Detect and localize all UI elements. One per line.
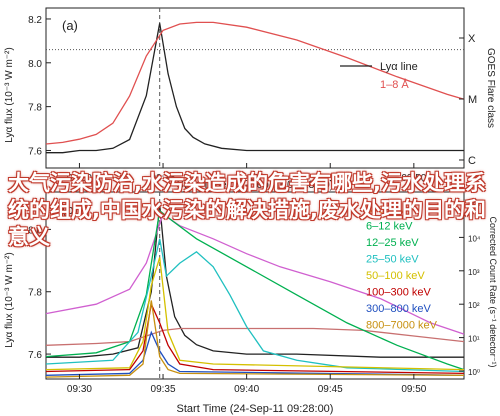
- a-rtick-label: X: [468, 33, 476, 45]
- panel-b-xlabel: Start Time (24-Sep-11 09:28:00): [177, 403, 334, 415]
- a-series-line: [45, 21, 465, 145]
- b-series-line: [45, 238, 465, 373]
- b-ytick-label: 7.6: [28, 350, 42, 361]
- legend-b-label: 300–800 keV: [366, 303, 431, 315]
- a-series-line: [46, 23, 464, 154]
- panel-a-xlabel: Start Time (24-Sep-11 09:28:00): [177, 179, 334, 191]
- b-rtick-label: 10²: [468, 301, 480, 310]
- legend-b-label: 6–12 keV: [366, 221, 413, 233]
- legend-a-label-lya: Lyα line: [380, 61, 418, 73]
- b-series-line: [45, 257, 465, 371]
- b-rtick-label: 10³: [468, 268, 480, 277]
- b-xtick-label: 09:50: [401, 384, 426, 395]
- panel-a: 09:30 09:35 09:40 09:45 09:50 7.6 7.8 8.0 8.2 C M X…: [4, 7, 496, 191]
- panel-a-ylabel: Lyα flux (10⁻³ W m⁻²): [4, 47, 15, 142]
- b-series-line: [45, 213, 465, 335]
- a-xtick-label: 09:50: [401, 173, 426, 184]
- b-series-line: [45, 300, 465, 378]
- b-series-line: [45, 327, 465, 346]
- panel-b-legend: 3–6 keV 6–12 keV 12–25 keV 25–50 keV 50–100 …: [366, 204, 438, 332]
- a-ytick-label: 8.0: [28, 59, 42, 70]
- a-ytick-label: 8.2: [28, 15, 42, 26]
- panel-b-ylabel: Lyα flux (10⁻³ W m⁻²): [4, 252, 15, 347]
- b-ytick-label: 7.8: [28, 288, 42, 299]
- legend-b-label: 12–25 keV: [366, 237, 419, 249]
- b-xtick-label: 09:40: [234, 384, 259, 395]
- legend-b-label: 25–50 keV: [366, 254, 419, 266]
- a-ytick-label: 7.6: [28, 146, 42, 157]
- b-series-line: [45, 330, 465, 376]
- panel-a-ylabel-right: GOES Flare class: [485, 48, 496, 128]
- b-ytick-label: 8.0: [28, 225, 42, 236]
- panel-a-frame: [45, 7, 465, 169]
- a-xtick-label: 09:35: [151, 173, 176, 184]
- b-rtick-label: 10⁴: [468, 234, 481, 243]
- b-xtick-label: 09:30: [67, 384, 92, 395]
- b-xtick-label: 09:45: [318, 384, 343, 395]
- a-rtick-label: M: [468, 94, 477, 106]
- panel-a-label: (a): [62, 18, 78, 33]
- panel-b: 09:30 09:35 09:40 09:45 09:50 7.6 7.8 8.0 10⁰ 10¹…: [4, 191, 498, 415]
- panel-b-label: (b): [62, 202, 78, 217]
- legend-b-label: 100–300 keV: [366, 287, 431, 299]
- a-xtick-label: 09:30: [67, 173, 92, 184]
- panel-b-ylabel-right: Corrected Count Rate (s⁻¹ detector⁻¹): [488, 216, 498, 367]
- a-ytick-label: 7.8: [28, 103, 42, 114]
- b-series-line: [45, 302, 465, 375]
- legend-a-label-goes: 1–8 Å: [380, 78, 409, 91]
- b-rtick-label: 10⁰: [468, 368, 480, 377]
- b-xtick-label: 09:35: [151, 384, 176, 395]
- legend-b-label: 800–7000 keV: [366, 320, 438, 332]
- a-rtick-label: C: [468, 155, 476, 167]
- b-series-line: [46, 204, 464, 358]
- b-rtick-label: 10¹: [468, 335, 480, 344]
- panel-b-frame: [45, 191, 465, 380]
- b-rtick-label: 10⁵: [468, 201, 480, 210]
- a-xtick-label: 09:40: [234, 173, 259, 184]
- legend-b-label: 50–100 keV: [366, 270, 425, 282]
- a-xtick-label: 09:45: [318, 173, 343, 184]
- legend-b-label: 3–6 keV: [366, 204, 407, 216]
